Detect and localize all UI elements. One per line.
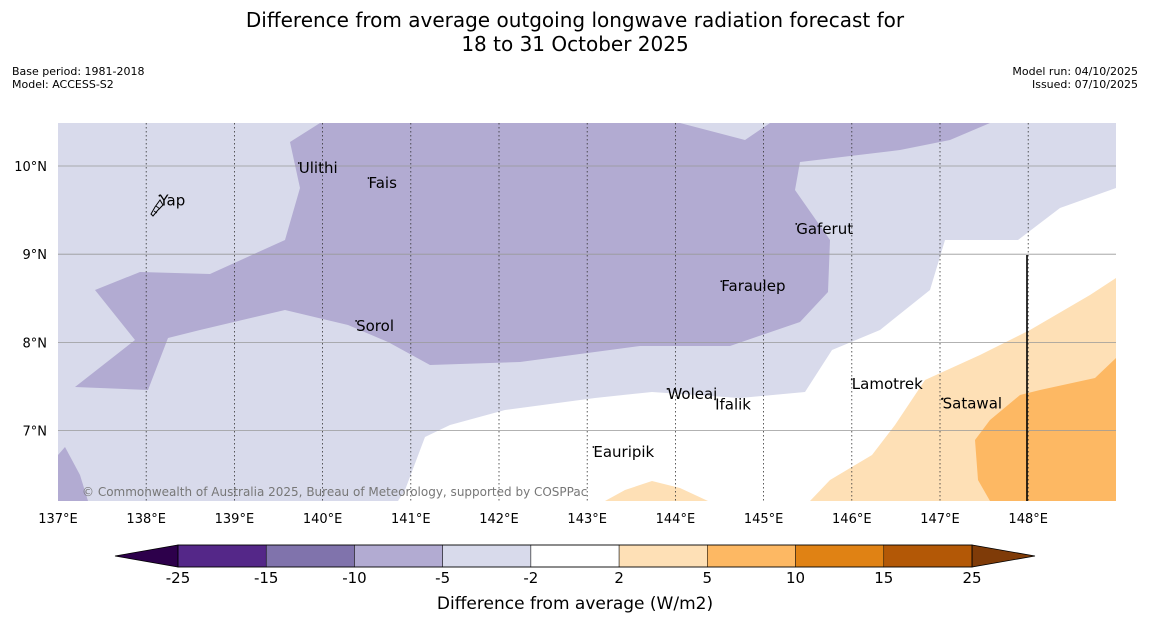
lon-tick-label: 138°E xyxy=(126,512,166,527)
colorbar-segment xyxy=(618,544,708,568)
region-minus10-corner xyxy=(58,447,88,501)
colorbar-tick: -25 xyxy=(166,569,191,587)
lat-tick-label: 7°N xyxy=(23,425,48,440)
colorbar-tick-labels: -25 -15 -10 -5 -2 2 5 10 15 25 xyxy=(166,569,982,587)
place-label: Satawal xyxy=(943,395,1002,413)
colorbar-tick: -15 xyxy=(254,569,279,587)
place-label: Gaferut xyxy=(796,220,853,238)
yap-island-shape xyxy=(150,199,164,217)
colorbar-tick: 5 xyxy=(703,569,713,587)
colorbar-segment xyxy=(442,544,532,568)
place-label: Ifalik xyxy=(715,395,751,413)
place-label: Faraulep xyxy=(721,277,785,295)
lat-tick-label: 10°N xyxy=(14,160,47,175)
model-run: Model run: 04/10/2025 xyxy=(1012,65,1138,78)
colorbar-under-triangle xyxy=(114,544,179,568)
colorbar-segment xyxy=(883,544,973,568)
lon-tick-label: 141°E xyxy=(391,512,431,527)
map-title: Difference from average outgoing longwav… xyxy=(0,8,1150,56)
place-label: Sorol xyxy=(356,317,394,335)
longitude-gridlines xyxy=(145,123,1029,501)
colorbar-title: Difference from average (W/m2) xyxy=(436,594,714,614)
colorbar-segments xyxy=(177,544,973,568)
colorbar-segment xyxy=(795,544,885,568)
latitude-tick-labels: 10°N 9°N 8°N 7°N xyxy=(14,160,47,440)
lon-tick-label: 140°E xyxy=(303,512,343,527)
colorbar-frame xyxy=(177,544,973,568)
model-name: Model: ACCESS-S2 xyxy=(12,78,114,91)
place-marker xyxy=(367,177,370,179)
place-label: Lamotrek xyxy=(852,375,923,393)
colorbar-tick: 2 xyxy=(614,569,624,587)
base-info: Base period: 1981-2018 Model: ACCESS-S2 xyxy=(12,65,144,91)
place-labels: Yap Ulithi Fais Gaferut Faraulep Sorol Lamotre… xyxy=(158,159,1002,461)
title-line-2: 18 to 31 October 2025 xyxy=(461,32,689,56)
copyright-text: © Commonwealth of Australia 2025, Bureau… xyxy=(82,485,587,499)
colorbar-over-triangle xyxy=(971,544,1036,568)
lon-tick-label: 137°E xyxy=(38,512,78,527)
place-marker xyxy=(158,194,161,197)
title-line-1: Difference from average outgoing longwav… xyxy=(245,8,905,32)
colorbar-tick: 10 xyxy=(786,569,805,587)
colorbar-segment xyxy=(265,544,355,568)
colorbar-segment xyxy=(707,544,796,568)
lon-tick-label: 143°E xyxy=(567,512,607,527)
lon-tick-label: 144°E xyxy=(656,512,696,527)
longitude-tick-labels: 137°E 138°E 139°E 140°E 141°E 142°E 143°E 144°E… xyxy=(38,512,1048,527)
run-info: Model run: 04/10/2025 Issued: 07/10/2025 xyxy=(1012,65,1138,91)
region-minus10 xyxy=(75,123,990,390)
place-marker xyxy=(795,223,798,225)
issued-date: Issued: 07/10/2025 xyxy=(1031,78,1138,91)
place-label: Woleai xyxy=(667,385,717,403)
place-label: Fais xyxy=(368,174,397,192)
region-plus2-bump xyxy=(605,481,708,501)
atoll-marker xyxy=(941,398,943,400)
colorbar-segment xyxy=(530,544,620,568)
colorbar-tick: 25 xyxy=(962,569,981,587)
place-label: Ulithi xyxy=(299,159,338,177)
place-marker xyxy=(297,162,300,164)
place-marker xyxy=(355,320,358,322)
colorbar-segment xyxy=(354,544,443,568)
lat-tick-label: 8°N xyxy=(23,336,48,351)
lon-tick-label: 139°E xyxy=(215,512,255,527)
yap-island-detail xyxy=(153,205,161,214)
map-area: Yap Ulithi Fais Gaferut Faraulep Sorol Lamotre… xyxy=(58,123,1116,501)
lon-tick-label: 145°E xyxy=(744,512,784,527)
place-marker xyxy=(720,280,723,283)
latitude-gridlines xyxy=(58,165,1116,432)
place-marker xyxy=(666,387,669,390)
place-marker xyxy=(592,446,595,448)
lat-tick-label: 9°N xyxy=(23,248,48,263)
colorbar-tick: -10 xyxy=(342,569,367,587)
base-period: Base period: 1981-2018 xyxy=(12,65,145,78)
colorbar-segment xyxy=(177,544,267,568)
place-label: Eauripik xyxy=(593,443,654,461)
colorbar-tick: -5 xyxy=(435,569,450,587)
lon-tick-label: 147°E xyxy=(920,512,960,527)
colorbar-tick: -2 xyxy=(523,569,538,587)
lon-tick-label: 148°E xyxy=(1008,512,1048,527)
lon-tick-label: 146°E xyxy=(832,512,872,527)
colorbar: -25 -15 -10 -5 -2 2 5 10 15 25 xyxy=(114,544,1036,587)
place-marker xyxy=(714,398,716,401)
place-marker xyxy=(850,378,853,381)
colorbar-tick: 15 xyxy=(874,569,893,587)
place-label: Yap xyxy=(158,192,185,210)
lon-tick-label: 142°E xyxy=(479,512,519,527)
region-plus5 xyxy=(975,358,1116,501)
